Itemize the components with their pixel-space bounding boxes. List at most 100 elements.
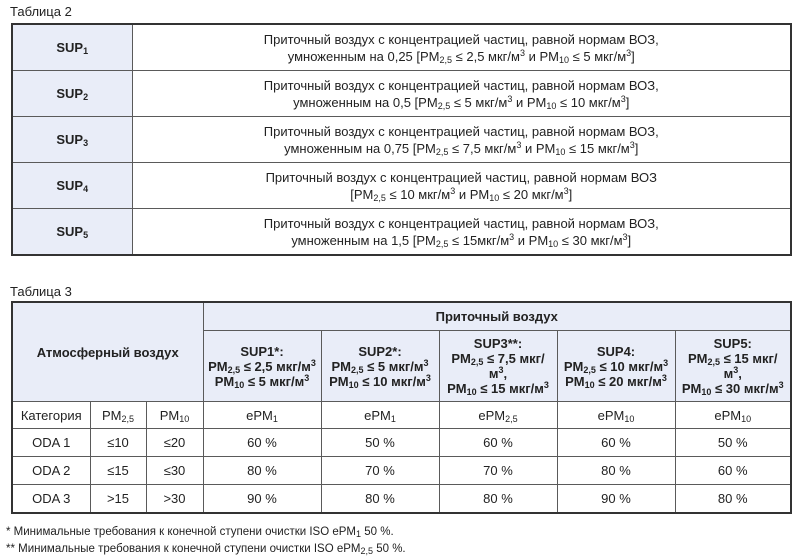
- bracket-close: ]: [631, 48, 635, 64]
- pm25-subscript: 2,5: [435, 238, 449, 249]
- pm10-limit: ≤ 5 мкг/м: [569, 48, 627, 64]
- filter-class-sub: 10: [624, 413, 635, 424]
- pm25-limit: ≤ 10 мкг/м: [595, 358, 664, 374]
- efficiency-value: 60 %: [674, 456, 792, 485]
- desc-line1: Приточный воздух с концентрацией частиц,…: [265, 169, 657, 185]
- oda-category: ODA 1: [11, 428, 91, 457]
- table2-caption: Таблица 2: [10, 4, 72, 19]
- pm10-limit: ≤ 10 мкг/м: [358, 373, 426, 389]
- filter-class-sub: 1: [390, 413, 396, 424]
- supply-class-header: SUP4: PM2,5 ≤ 10 мкг/м3 PM10 ≤ 20 мкг/м3: [556, 330, 676, 402]
- table3-caption: Таблица 3: [10, 284, 72, 299]
- sup-code-text: SUP: [56, 224, 84, 239]
- filter-class-cell: ePM1: [320, 401, 440, 429]
- pm10-limit: ≤ 20 мкг/м: [499, 186, 564, 202]
- desc-line2-pre: [PM: [350, 186, 374, 202]
- oda-category: ODA 2: [11, 456, 91, 485]
- desc-line1: Приточный воздух с концентрацией частиц,…: [263, 123, 659, 139]
- pm25-limit: ≤ 5 мкг/м: [363, 358, 424, 374]
- pm25-subscript: 2,5: [435, 146, 449, 157]
- pm10-limit: ≤ 5 мкг/м: [244, 373, 305, 389]
- desc-line1: Приточный воздух с концентрацией частиц,…: [263, 77, 659, 93]
- cube-superscript: 3: [507, 93, 513, 104]
- pm10-limit: ≤ 15 мкг/м: [476, 381, 544, 396]
- oda-pm25: ≤10: [89, 428, 147, 457]
- cube-superscript: 3: [423, 357, 429, 368]
- pm-label: PM: [563, 358, 584, 374]
- supply-class-name: SUP1*:: [240, 343, 284, 359]
- pm25-subscript: 2,5: [227, 364, 241, 375]
- pm-label: PM: [447, 381, 467, 396]
- supply-class-name: SUP4:: [596, 343, 636, 359]
- supply-class-header: SUP2*: PM2,5 ≤ 5 мкг/м3 PM10 ≤ 10 мкг/м3: [320, 330, 440, 402]
- efficiency-value: 70 %: [320, 456, 440, 485]
- sup-row: SUP1 Приточный воздух с концентрацией час…: [11, 23, 792, 71]
- pm10-subscript: 10: [559, 54, 570, 65]
- sup-description: Приточный воздух с концентрацией частиц,…: [131, 70, 792, 117]
- efficiency-value: 60 %: [556, 428, 676, 457]
- cube-superscript: 3: [543, 380, 549, 390]
- sup-code: SUP4: [11, 162, 133, 209]
- sup-description: Приточный воздух с концентрацией частиц,…: [131, 23, 792, 71]
- pm10-limit: ≤ 10 мкг/м: [556, 94, 621, 110]
- filter-class-cell: ePM10: [674, 401, 792, 429]
- oda-pm25: >15: [89, 484, 147, 514]
- filter-class-sub: 2,5: [505, 413, 518, 424]
- pm10-subscript: 10: [584, 379, 595, 390]
- pm25-limit: ≤ 2,5 мкг/м: [240, 358, 311, 374]
- pm-label: PM: [214, 373, 235, 389]
- bracket-close: ]: [634, 140, 639, 156]
- cube-superscript: 3: [509, 231, 515, 242]
- cube-superscript: 3: [661, 372, 667, 383]
- outdoor-air-header: Атмосферный воздух: [11, 301, 204, 402]
- cube-superscript: 3: [519, 47, 525, 58]
- efficiency-value: 80 %: [556, 456, 676, 485]
- pm-label: PM: [451, 351, 471, 366]
- conjunction: и PM: [455, 186, 490, 202]
- desc-line1: Приточный воздух с концентрацией частиц,…: [263, 31, 659, 47]
- bracket-close: ]: [625, 94, 630, 110]
- cube-superscript: 3: [450, 185, 456, 196]
- pm10-subscript: 10: [234, 379, 245, 390]
- bracket-close: ]: [568, 186, 573, 202]
- sup-code-text: SUP: [56, 86, 84, 101]
- sup-description: Приточный воздух с концентрацией частиц,…: [131, 208, 792, 256]
- sup-code-index: 2: [83, 92, 89, 102]
- desc-line1: Приточный воздух с концентрацией частиц,…: [263, 215, 659, 231]
- efficiency-value: 80 %: [202, 456, 322, 485]
- filter-class-cell: ePM1: [202, 401, 322, 429]
- pm25-subscript: 2,5: [583, 364, 596, 375]
- pm10-limit: ≤ 30 мкг/м: [558, 232, 623, 248]
- cube-superscript: 3: [516, 139, 522, 150]
- pm25-limit: ≤ 15 мкг/м: [719, 351, 778, 381]
- cube-superscript: 3: [563, 185, 569, 196]
- pm25-subscript: 2,5: [707, 357, 720, 367]
- pm25-subscript: 2,5: [373, 192, 386, 203]
- pm-label: PM: [565, 373, 585, 389]
- cube-superscript: 3: [620, 93, 626, 104]
- efficiency-value: 90 %: [556, 484, 676, 514]
- pm25-subscript: 2,5: [351, 364, 364, 375]
- desc-line2-pre: умноженным на 0,5 [PM: [293, 94, 438, 110]
- pm25-subscript: 2,5: [470, 357, 484, 367]
- sup-code-text: SUP: [56, 132, 84, 147]
- filter-class-base: ePM: [714, 407, 742, 423]
- oda-pm10: ≤20: [145, 428, 204, 457]
- desc-line2-pre: умноженным на 1,5 [PM: [291, 232, 436, 248]
- footnote-2: ** Минимальные требования к конечной сту…: [6, 543, 406, 556]
- conjunction: и PM: [525, 48, 559, 64]
- sup-code: SUP2: [11, 70, 133, 117]
- efficiency-value: 60 %: [438, 428, 558, 457]
- pm25-limit: ≤ 15мкг/м: [448, 232, 510, 248]
- cube-superscript: 3: [778, 380, 784, 390]
- cube-superscript: 3: [663, 357, 669, 368]
- efficiency-value: 80 %: [320, 484, 440, 514]
- cube-superscript: 3: [498, 365, 504, 375]
- pm-label: PM: [687, 351, 708, 366]
- filter-class-base: ePM: [364, 407, 391, 423]
- sup-row: SUP5 Приточный воздух с концентрацией час…: [11, 208, 792, 256]
- sup-code: SUP3: [11, 116, 133, 163]
- efficiency-value: 80 %: [674, 484, 792, 514]
- supply-class-name: SUP3**:: [473, 336, 523, 351]
- sup-code: SUP1: [11, 23, 133, 71]
